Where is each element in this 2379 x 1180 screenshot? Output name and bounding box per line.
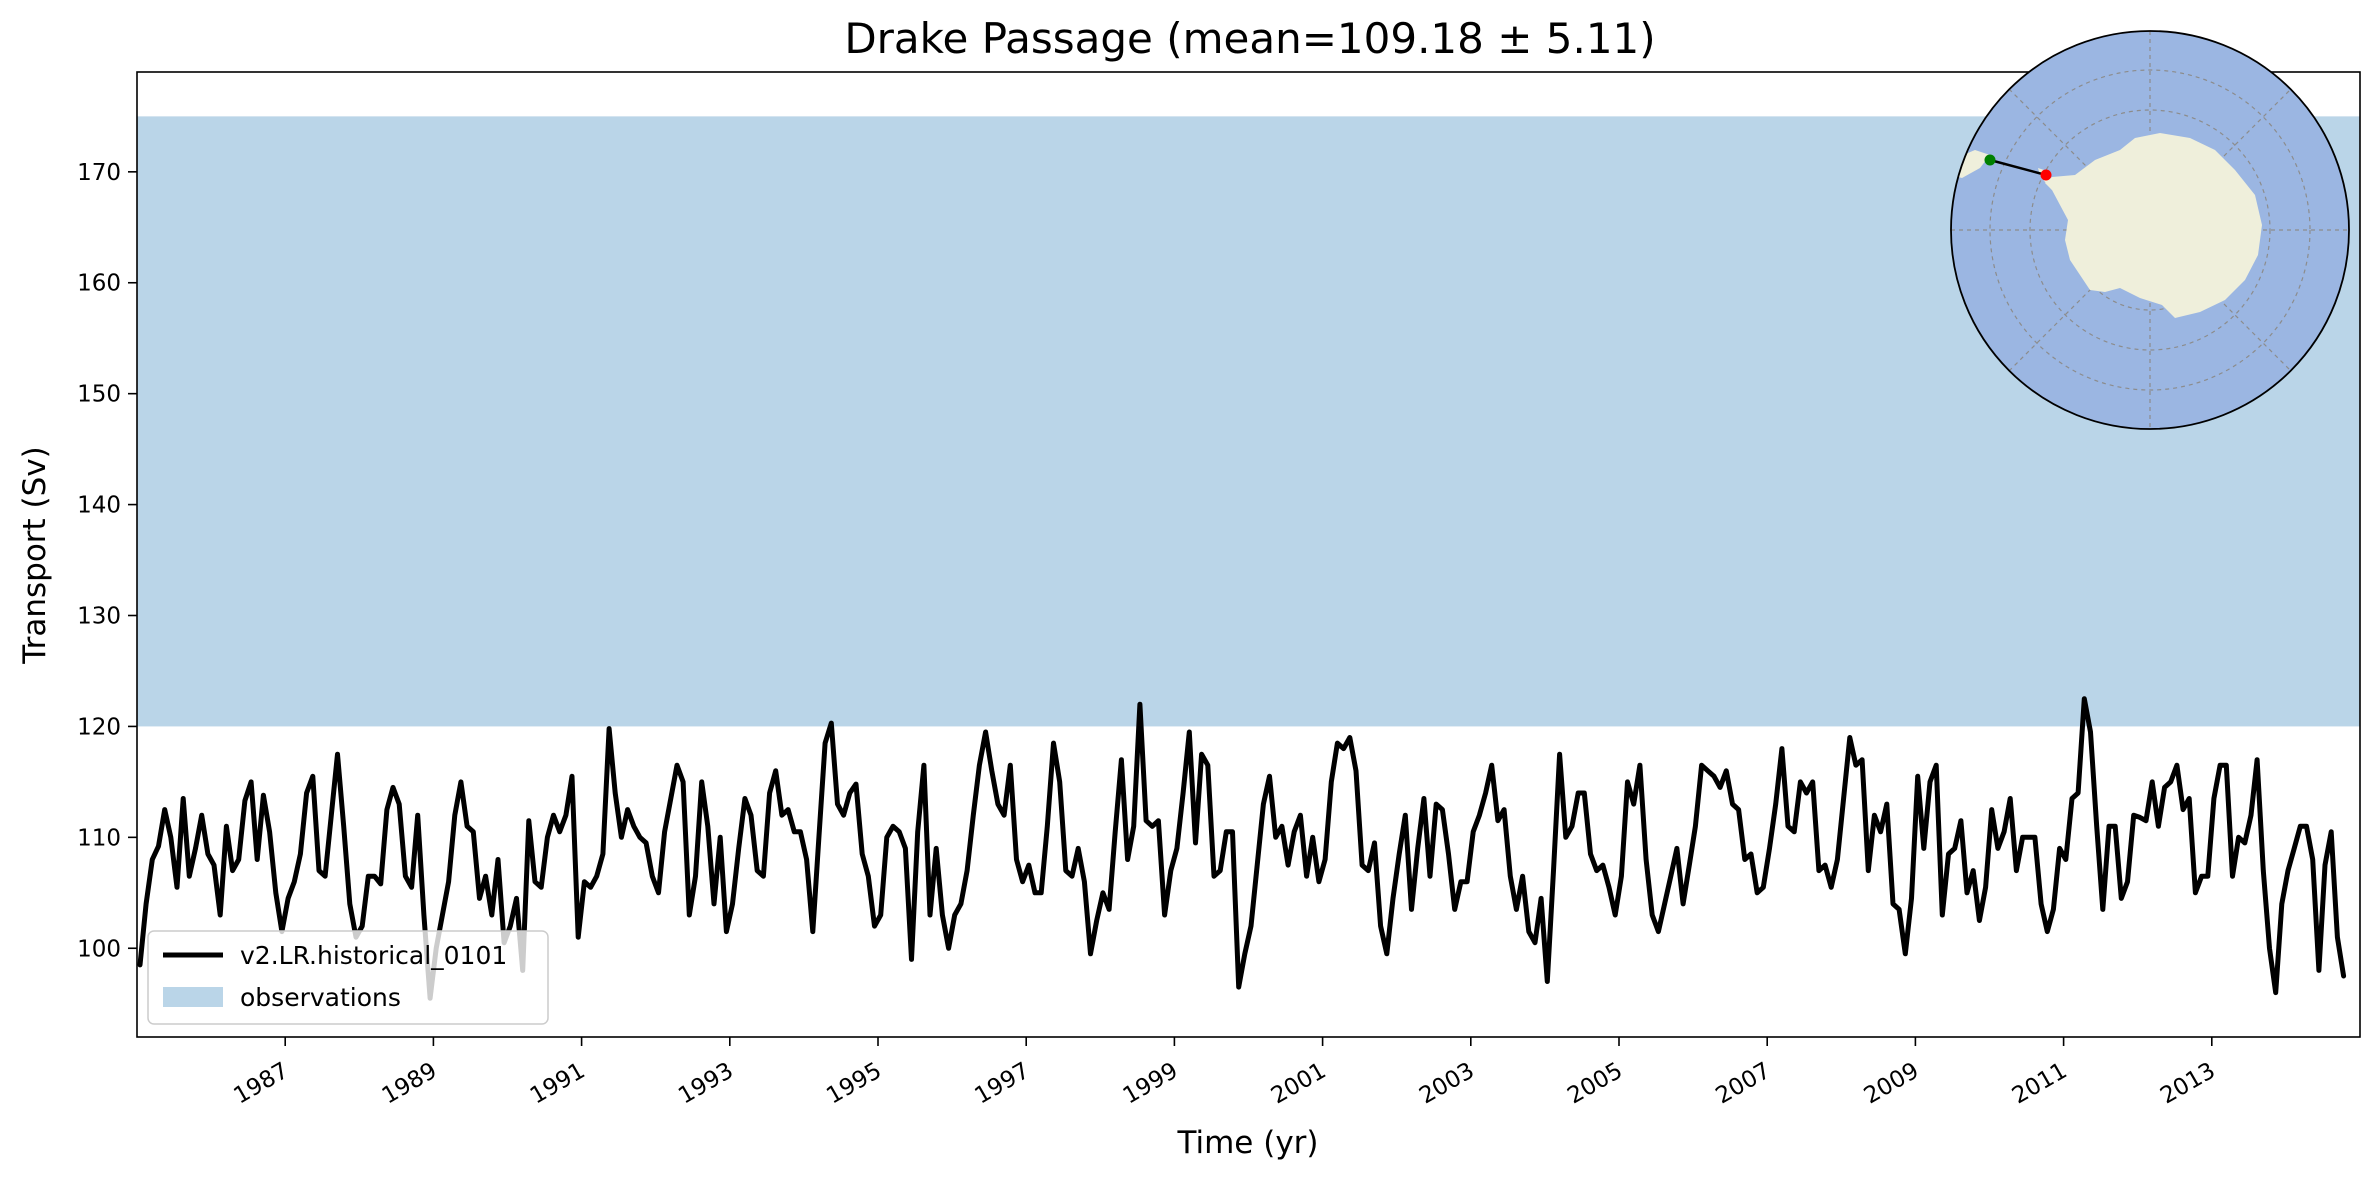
x-tick-label: 1997: [970, 1058, 1034, 1110]
legend-box: [147, 930, 549, 1025]
legend-observations-swatch: [163, 987, 223, 1007]
section-start-point: [1984, 154, 1996, 166]
section-transect: [1989, 158, 2047, 177]
y-tick-label: 130: [77, 604, 121, 630]
antarctica-landmass: [2045, 133, 2262, 318]
chart-title: Drake Passage (mean=109.18 ± 5.11): [844, 14, 1655, 63]
map-border: [1950, 30, 2350, 430]
x-tick-label: 2005: [1563, 1058, 1627, 1110]
y-tick-label: 170: [77, 160, 121, 186]
section-end-point: [2040, 169, 2052, 181]
x-axis-title: Time (yr): [1177, 1125, 1319, 1161]
y-tick-label: 140: [77, 493, 121, 519]
legend-observations-label: observations: [240, 983, 401, 1012]
x-tick-label: 1993: [674, 1058, 738, 1110]
x-tick-label: 1989: [378, 1058, 442, 1110]
y-tick-label: 100: [77, 936, 121, 962]
x-tick-label: 1991: [526, 1058, 590, 1110]
x-tick-label: 2001: [1267, 1058, 1331, 1110]
y-tick-label: 110: [77, 825, 121, 851]
x-tick-label: 2007: [1711, 1058, 1775, 1110]
y-axis-title: Transport (Sv): [17, 446, 53, 665]
x-tick-label: 1999: [1119, 1058, 1183, 1110]
plot-frame: [136, 71, 2361, 1038]
x-tick-label: 2009: [1860, 1058, 1924, 1110]
polar-map-inset: [1950, 30, 2350, 430]
legend-series-label: v2.LR.historical_0101: [240, 941, 507, 970]
y-tick-label: 160: [77, 271, 121, 297]
y-tick-label: 120: [77, 714, 121, 740]
x-tick-label: 2003: [1415, 1058, 1479, 1110]
x-tick-label: 1987: [229, 1058, 293, 1110]
y-tick-label: 150: [77, 382, 121, 408]
x-tick-label: 1995: [822, 1058, 886, 1110]
legend: v2.LR.historical_0101 observations: [147, 930, 549, 1025]
x-tick-label: 2013: [2156, 1058, 2220, 1110]
x-tick-label: 2011: [2008, 1058, 2072, 1110]
